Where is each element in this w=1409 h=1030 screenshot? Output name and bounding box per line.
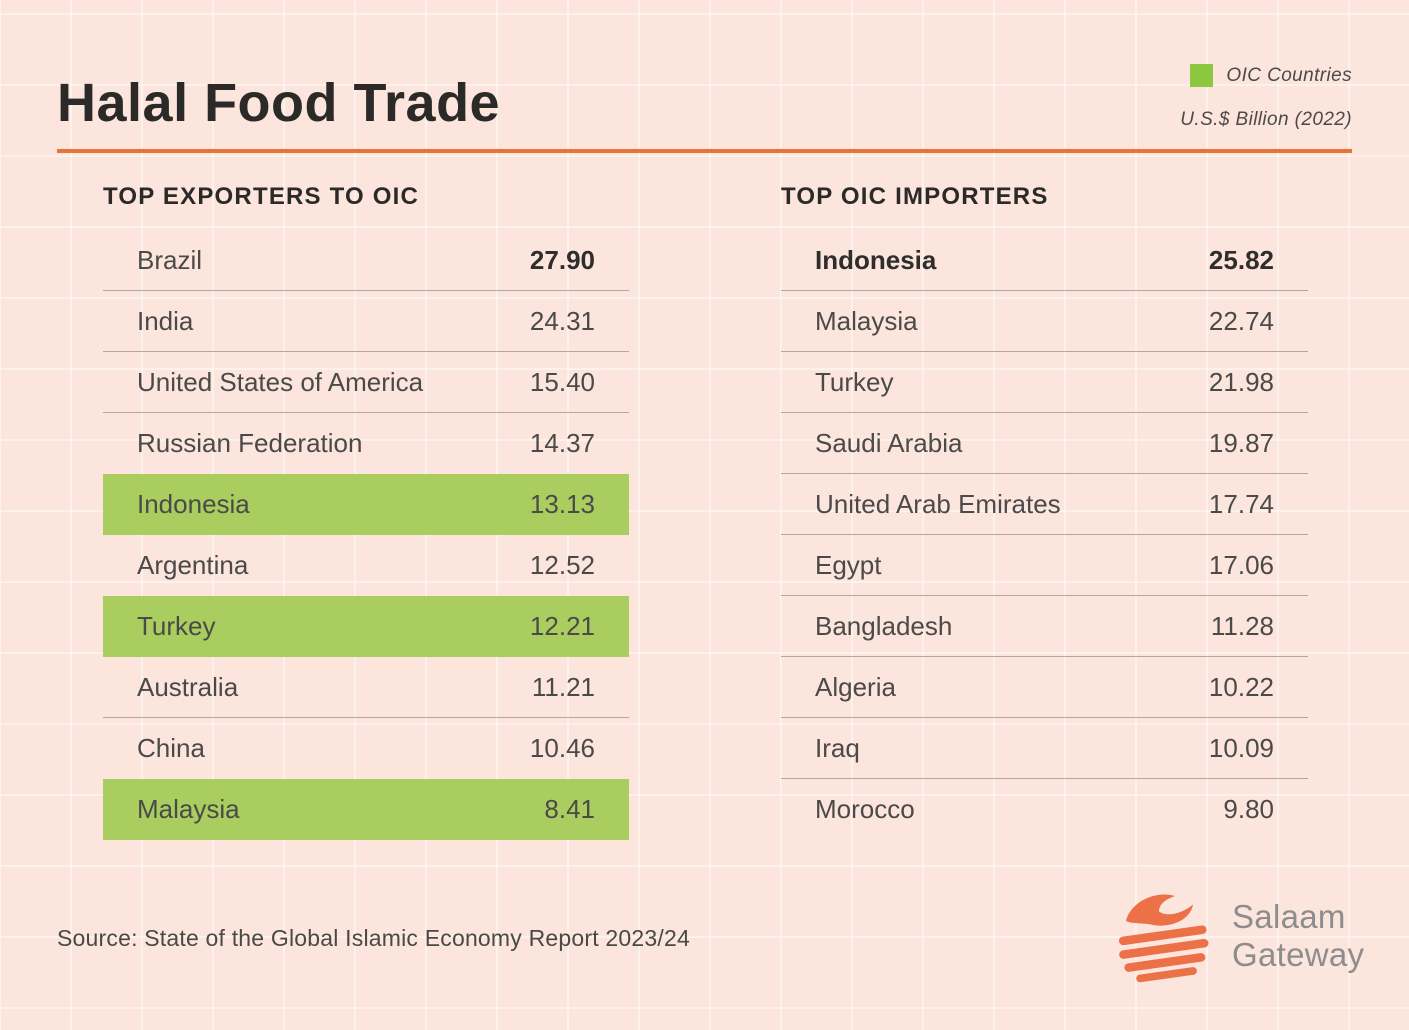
- value-label: 11.28: [1210, 611, 1274, 641]
- table-row: Brazil 27.90: [103, 230, 629, 291]
- exporters-heading: TOP EXPORTERS TO OIC: [103, 183, 420, 210]
- table-row: Bangladesh 11.28: [781, 596, 1308, 657]
- value-label: 12.52: [529, 550, 595, 580]
- value-label: 17.06: [1208, 550, 1274, 580]
- country-label: United Arab Emirates: [815, 489, 1061, 519]
- table-row: Egypt 17.06: [781, 535, 1308, 596]
- value-label: 10.22: [1208, 672, 1274, 702]
- value-label: 10.09: [1208, 733, 1274, 763]
- legend-label: OIC Countries: [1226, 64, 1352, 86]
- table-row: Malaysia 8.41: [103, 779, 629, 840]
- value-label: 21.98: [1208, 367, 1274, 397]
- table-row: Morocco 9.80: [781, 779, 1308, 840]
- country-label: China: [137, 733, 205, 763]
- exporters-table: Brazil 27.90 India 24.31 United States of Am…: [103, 230, 629, 840]
- table-row: Russian Federation 14.37: [103, 413, 629, 474]
- country-label: Argentina: [137, 550, 249, 580]
- table-row: Saudi Arabia 19.87: [781, 413, 1308, 474]
- country-label: India: [137, 306, 194, 336]
- value-label: 12.21: [529, 611, 595, 641]
- country-label: Turkey: [137, 611, 216, 641]
- exporters-section: TOP EXPORTERS TO OIC Brazil 27.90 India 24.…: [103, 183, 629, 840]
- country-label: Indonesia: [815, 245, 937, 275]
- country-label: Iraq: [815, 733, 860, 763]
- table-row: Australia 11.21: [103, 657, 629, 718]
- value-label: 17.74: [1208, 489, 1274, 519]
- country-label: Saudi Arabia: [815, 428, 963, 458]
- table-row: India 24.31: [103, 291, 629, 352]
- table-row: Indonesia 25.82: [781, 230, 1308, 291]
- value-label: 22.74: [1208, 306, 1274, 336]
- value-label: 11.21: [531, 672, 595, 702]
- value-label: 9.80: [1223, 794, 1274, 824]
- country-label: Brazil: [137, 245, 203, 275]
- salaam-gateway-logo: Salaam Gateway: [1114, 884, 1364, 988]
- country-label: Malaysia: [815, 306, 918, 336]
- title-underline: [57, 149, 1352, 153]
- table-row: China 10.46: [103, 718, 629, 779]
- unit-note: U.S.$ Billion (2022): [1180, 109, 1352, 130]
- country-label: Russian Federation: [137, 428, 363, 458]
- country-label: United States of America: [137, 367, 424, 397]
- value-label: 15.40: [529, 367, 595, 397]
- table-row: Argentina 12.52: [103, 535, 629, 596]
- table-row: Algeria 10.22: [781, 657, 1308, 718]
- source-note: Source: State of the Global Islamic Econ…: [57, 925, 690, 951]
- oic-countries-swatch-icon: [1190, 64, 1214, 87]
- country-label: Indonesia: [137, 489, 250, 519]
- table-row: Indonesia 13.13: [103, 474, 629, 535]
- value-label: 8.41: [544, 794, 595, 824]
- country-label: Malaysia: [137, 794, 240, 824]
- table-row: United States of America 15.40: [103, 352, 629, 413]
- country-label: Bangladesh: [815, 611, 953, 641]
- logo-text: Salaam Gateway: [1232, 898, 1364, 974]
- page-title: Halal Food Trade: [57, 73, 501, 133]
- value-label: 10.46: [529, 733, 595, 763]
- logo-text-line1: Salaam: [1232, 898, 1346, 935]
- salaam-gateway-mark-icon: [1118, 894, 1209, 983]
- table-row: Malaysia 22.74: [781, 291, 1308, 352]
- value-label: 24.31: [529, 306, 595, 336]
- legend: OIC Countries: [1190, 64, 1352, 87]
- value-label: 19.87: [1208, 428, 1274, 458]
- value-label: 27.90: [529, 245, 595, 275]
- logo-text-line2: Gateway: [1232, 936, 1365, 973]
- table-row: United Arab Emirates 17.74: [781, 474, 1308, 535]
- country-label: Egypt: [815, 550, 882, 580]
- country-label: Algeria: [815, 672, 896, 702]
- table-row: Turkey 21.98: [781, 352, 1308, 413]
- country-label: Australia: [137, 672, 239, 702]
- value-label: 25.82: [1208, 245, 1274, 275]
- country-label: Morocco: [815, 794, 915, 824]
- country-label: Turkey: [815, 367, 894, 397]
- table-row: Iraq 10.09: [781, 718, 1308, 779]
- value-label: 13.13: [529, 489, 595, 519]
- value-label: 14.37: [529, 428, 595, 458]
- importers-table: Indonesia 25.82 Malaysia 22.74 Turkey 21.98 Sa…: [781, 230, 1308, 840]
- table-row: Turkey 12.21: [103, 596, 629, 657]
- importers-heading: TOP OIC IMPORTERS: [781, 183, 1049, 210]
- importers-section: TOP OIC IMPORTERS Indonesia 25.82 Malaysia…: [781, 183, 1308, 840]
